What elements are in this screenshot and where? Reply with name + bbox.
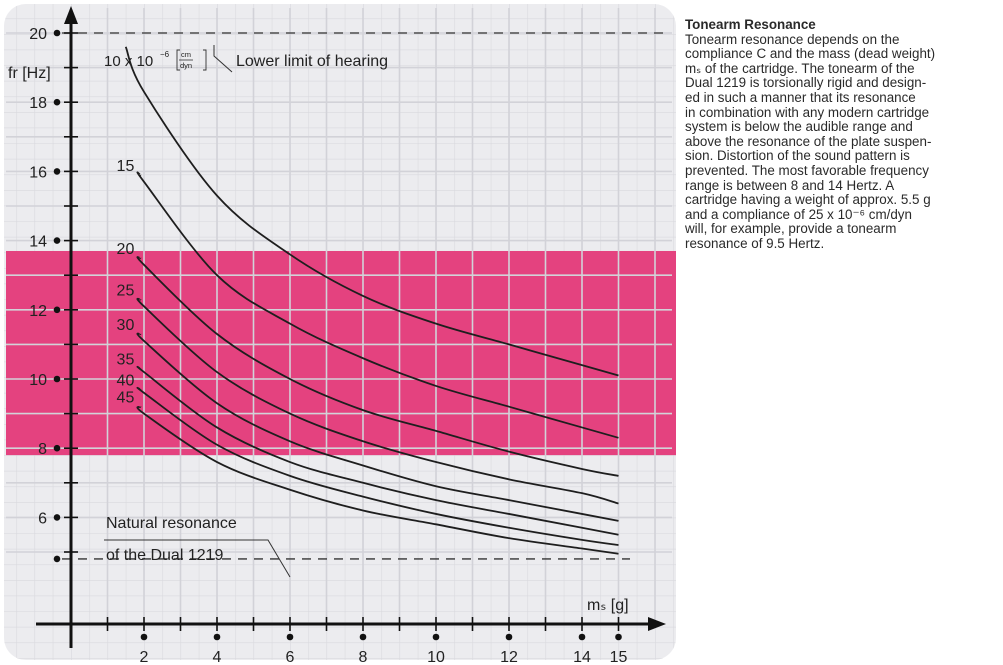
y-tick-dot	[53, 237, 61, 244]
ticks: 2 4 6 8 10 12 14 15 6 8 10 12 14 16 18 20	[29, 26, 627, 665]
y-tick-dot	[53, 306, 61, 314]
y-tick-dot	[53, 375, 61, 383]
x-tick-dot	[432, 633, 440, 641]
y-tick-label: 12	[29, 303, 47, 320]
natural-resonance-underline	[104, 539, 291, 578]
compliance-unit-numerator: cm	[181, 50, 191, 59]
description-line: system is below the audible range and	[685, 119, 913, 135]
y-tick-dot	[53, 29, 61, 37]
x-tick-dot	[578, 633, 586, 641]
description-line: compliance C and the mass (dead weight)	[685, 46, 936, 62]
description-line: range is between 8 and 14 Hertz. A	[685, 177, 895, 193]
x-tick-dot	[615, 633, 622, 641]
y-tick-label: 6	[38, 510, 47, 527]
y-tick-label: 18	[29, 95, 47, 112]
y-tick-label: 20	[29, 26, 47, 43]
favorable-frequency-band	[6, 250, 676, 456]
series-label-40: 40	[117, 372, 135, 389]
y-tick-label: 14	[29, 234, 47, 251]
series-label-20: 20	[117, 241, 135, 258]
natural-resonance-label-line2: of the Dual 1219	[106, 547, 224, 564]
description-line: mₛ of the cartridge. The tonearm of the	[685, 60, 915, 76]
origin-dot	[53, 555, 61, 563]
series-curve-25	[136, 297, 619, 505]
description-line: in combination with any modern cartridge	[685, 104, 930, 120]
x-axis-label: mₛ [g]	[587, 597, 629, 614]
compliance-unit-label: 10 x 10 −6 cm dyn	[104, 49, 207, 71]
series-curve-30	[136, 332, 619, 522]
hearing-limit-callout	[213, 45, 233, 73]
x-tick-dot	[505, 633, 513, 641]
y-tick-dot	[53, 444, 61, 452]
x-tick-dot	[140, 633, 148, 641]
y-tick-dot	[53, 514, 61, 521]
description-line: will, for example, provide a tonearm	[685, 221, 897, 237]
x-tick-label: 4	[213, 649, 222, 665]
hearing-limit-label: Lower limit of hearing	[236, 53, 388, 70]
y-axis-label: fr [Hz]	[8, 65, 51, 82]
gridlines	[6, 8, 672, 620]
series-curve-20	[136, 256, 619, 477]
compliance-unit-prefix: 10 x 10	[104, 53, 153, 70]
x-tick-label: 14	[573, 649, 591, 665]
x-tick-label: 10	[427, 649, 445, 665]
series-curve-45	[136, 405, 619, 555]
y-tick-label: 8	[38, 441, 47, 458]
series-label-15: 15	[117, 158, 135, 175]
x-tick-dot	[286, 633, 294, 641]
description-line: prevented. The most favorable frequency	[685, 162, 929, 178]
description-body: Tonearm resonance depends on the complian…	[685, 31, 999, 252]
description-panel: Tonearm Resonance Tonearm resonance depe…	[685, 17, 999, 252]
series-curve-40	[136, 386, 619, 546]
natural-resonance-label-line1: Natural resonance	[106, 515, 237, 532]
description-line: cartridge having a weight of approx. 5.5…	[685, 192, 931, 208]
series-curve-35	[136, 365, 619, 536]
series-curve-15	[136, 171, 619, 439]
y-tick-dot	[53, 98, 61, 106]
x-tick-label: 12	[500, 649, 518, 665]
x-tick-label: 8	[359, 649, 368, 665]
series-label-25: 25	[117, 282, 135, 299]
description-title: Tonearm Resonance	[685, 17, 816, 32]
series-label-35: 35	[117, 352, 135, 369]
compliance-unit-brackets	[176, 49, 207, 71]
axes	[36, 6, 666, 648]
y-tick-label: 16	[29, 164, 47, 181]
series-curve-10	[124, 46, 619, 377]
series-label-30: 30	[117, 317, 135, 334]
series-label-45: 45	[117, 390, 135, 407]
resonance-chart: 15 20 25 30 35 40 45 2 4 6 8 10 12 14 15 6 8 10 12 14 16 18 2…	[4, 4, 676, 665]
compliance-unit-exponent: −6	[160, 50, 170, 59]
compliance-unit-denominator: dyn	[180, 61, 192, 70]
x-tick-label: 2	[140, 649, 149, 665]
description-line: and a compliance of 25 x 10⁻⁶ cm/dyn	[685, 206, 912, 222]
description-line: Tonearm resonance depends on the	[685, 31, 900, 47]
description-line: ed in such a manner that its resonance	[685, 89, 916, 105]
description-line: above the resonance of the plate suspen-	[685, 133, 932, 149]
x-tick-dot	[359, 633, 367, 641]
x-axis-arrow	[648, 617, 666, 631]
x-tick-label: 6	[286, 649, 295, 665]
y-axis-arrow	[64, 6, 78, 24]
description-line: sion. Distortion of the sound pattern is	[685, 148, 910, 164]
y-tick-dot	[53, 168, 61, 175]
x-tick-label: 15	[610, 649, 628, 665]
y-tick-label: 10	[29, 372, 47, 389]
x-tick-dot	[213, 633, 221, 641]
description-line: resonance of 9.5 Hertz.	[685, 235, 825, 251]
description-line: Dual 1219 is torsionally rigid and desig…	[685, 75, 927, 91]
